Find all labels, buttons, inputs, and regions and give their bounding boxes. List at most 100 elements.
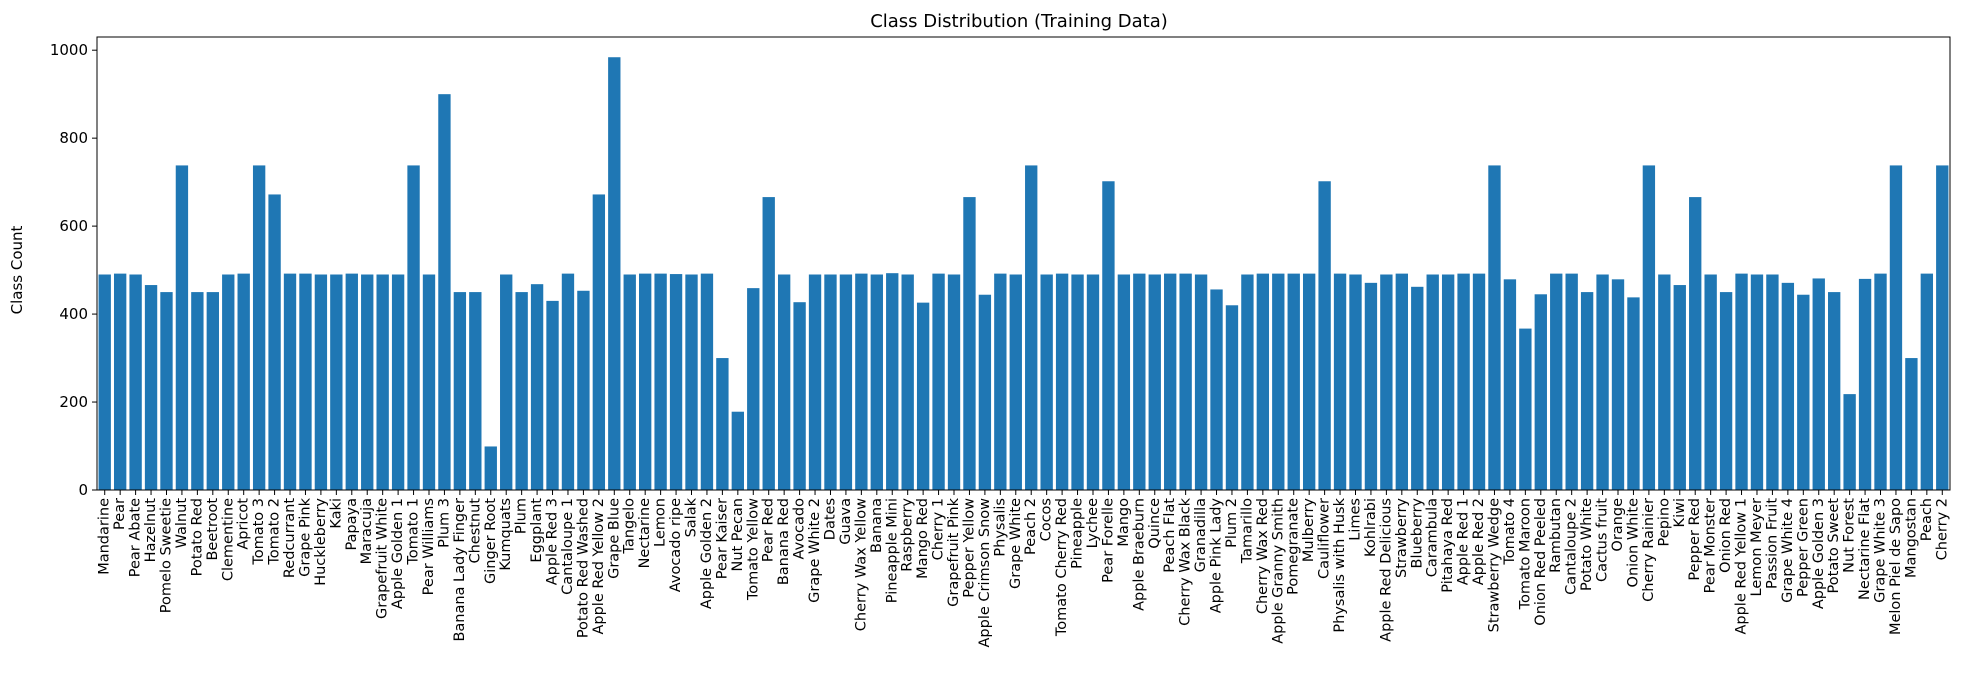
bar-cocos — [1040, 274, 1053, 490]
x-tick-label: Grape White 2 — [807, 498, 823, 603]
bar-raspberry — [901, 274, 914, 490]
x-tick-label: Apple Golden 3 — [1811, 498, 1827, 609]
bar-physalis-with-husk — [1333, 273, 1347, 490]
bar-pineapple — [1071, 274, 1084, 490]
bar-pear-monster — [1704, 274, 1717, 490]
x-tick-label: Rambutan — [1548, 498, 1564, 573]
bar-lychee — [1086, 274, 1100, 490]
x-tick-label: Cherry 2 — [1934, 498, 1950, 560]
bar-apple-golden-2 — [700, 273, 714, 490]
x-tick-label: Banana Red — [776, 498, 792, 585]
y-tick-label: 1000 — [50, 41, 88, 59]
x-tick-label: Grape Blue — [606, 498, 622, 579]
x-tick-label: Potato Red — [189, 498, 205, 576]
bar-banana-red — [777, 274, 791, 490]
y-tick-label: 800 — [59, 129, 88, 147]
bar-apple-golden-3 — [1812, 278, 1825, 490]
y-axis: 0 200 400 600 800 1000 — [50, 41, 97, 499]
bar-potato-white — [1580, 292, 1594, 490]
bar-blueberry — [1411, 286, 1424, 490]
bar-plum-3 — [438, 94, 451, 491]
bar-nectarine-flat — [1858, 278, 1872, 490]
x-tick-label: Apple Red Yellow 1 — [1734, 498, 1750, 635]
bar-lemon-meyer — [1750, 274, 1764, 490]
x-tick-label: Granadilla — [1193, 498, 1209, 572]
x-tick-label: Cauliflower — [1317, 498, 1333, 579]
x-tick-label: Tangelo — [622, 498, 638, 555]
bar-pomelo-sweetie — [160, 292, 173, 490]
bar-grape-white-2 — [808, 274, 822, 490]
x-tick-label: Peach 2 — [1023, 498, 1039, 555]
x-tick-label: Cactus fruit — [1595, 498, 1611, 582]
x-tick-label: Onion White — [1625, 498, 1641, 588]
bar-strawberry — [1395, 273, 1408, 490]
bar-orange — [1611, 279, 1625, 490]
x-tick-label: Mango — [1116, 498, 1132, 547]
bar-pomegranate — [1287, 273, 1300, 490]
x-tick-label: Ginger Root — [483, 498, 499, 584]
x-tick-label: Pear Abate — [128, 498, 144, 577]
bar-mangostan — [1905, 358, 1918, 490]
bar-passion-fruit — [1766, 274, 1779, 490]
x-tick-label: Pear Kaiser — [714, 498, 730, 579]
bar-pear-kaiser — [716, 358, 729, 490]
bar-ginger-root — [484, 446, 497, 490]
x-tick-label: Apple Golden 1 — [390, 498, 406, 609]
bar-pear-forelle — [1102, 181, 1115, 490]
x-tick-label: Nut Forest — [1842, 498, 1858, 573]
x-tick-label: Eggplant — [529, 498, 545, 563]
bar-pear-red — [762, 197, 775, 490]
bar-melon-piel-de-sapo — [1889, 165, 1903, 491]
bar-apple-red-delicious — [1380, 274, 1393, 490]
bar-strawberry-wedge — [1488, 165, 1501, 491]
bar-potato-red — [191, 292, 204, 490]
bar-apple-pink-lady — [1210, 289, 1223, 490]
x-tick-label: Raspberry — [900, 498, 916, 572]
bar-huckleberry — [314, 274, 328, 490]
bar-quince — [1148, 274, 1161, 490]
x-tick-label: Kaki — [328, 498, 344, 529]
bar-onion-red-peeled — [1534, 294, 1547, 490]
x-tick-label: Grapefruit Pink — [946, 497, 962, 606]
bar-kiwi — [1673, 285, 1686, 490]
bar-salak — [685, 274, 698, 490]
x-axis: Mandarine Pear Pear Abate Hazelnut Pomelo Sw… — [97, 490, 1950, 647]
bar-nut-forest — [1843, 394, 1856, 490]
x-tick-label: Pomegranate — [1286, 498, 1302, 595]
bar-apple-golden-1 — [391, 274, 405, 490]
bar-mandarine — [98, 274, 111, 490]
bar-banana-lady-finger — [453, 292, 467, 490]
x-tick-label: Apple Red Yellow 2 — [591, 498, 607, 635]
x-tick-label: Lemon — [653, 498, 669, 547]
bar-apple-braeburn — [1133, 273, 1146, 490]
x-tick-label: Potato White — [1579, 498, 1595, 591]
x-tick-label: Redcurrant — [282, 498, 298, 578]
x-tick-label: Carambula — [1425, 498, 1441, 577]
y-tick-label: 200 — [59, 393, 88, 411]
bar-pepino — [1658, 274, 1671, 490]
bar-apple-granny-smith — [1272, 273, 1285, 490]
x-tick-label: Plum 2 — [1224, 498, 1240, 548]
x-tick-label: Orange — [1610, 498, 1626, 552]
x-tick-label: Plum 3 — [436, 498, 452, 548]
x-tick-label: Plum — [514, 498, 530, 534]
bar-apricot — [237, 273, 250, 490]
x-tick-label: Pepper Green — [1795, 498, 1811, 597]
bar-cantaloupe-1 — [561, 273, 575, 490]
x-tick-label: Lemon Meyer — [1749, 498, 1765, 596]
bar-grape-white-4 — [1781, 282, 1795, 490]
bar-walnut — [175, 165, 189, 491]
bar-clementine — [222, 274, 235, 490]
x-tick-label: Apple Braeburn — [1131, 498, 1147, 611]
bar-apple-crimson-snow — [978, 294, 992, 490]
x-tick-label: Apple Granny Smith — [1270, 498, 1286, 644]
bar-guava — [839, 274, 853, 490]
x-tick-label: Apple Red 1 — [1456, 498, 1472, 585]
bar-cherry-rainier — [1642, 165, 1656, 491]
bar-beetroot — [206, 292, 219, 490]
x-tick-label: Apple Golden 2 — [699, 498, 715, 609]
bar-pitahaya-red — [1441, 274, 1455, 490]
x-tick-label: Tomato 3 — [251, 498, 267, 566]
x-tick-label: Mandarine — [97, 498, 113, 575]
